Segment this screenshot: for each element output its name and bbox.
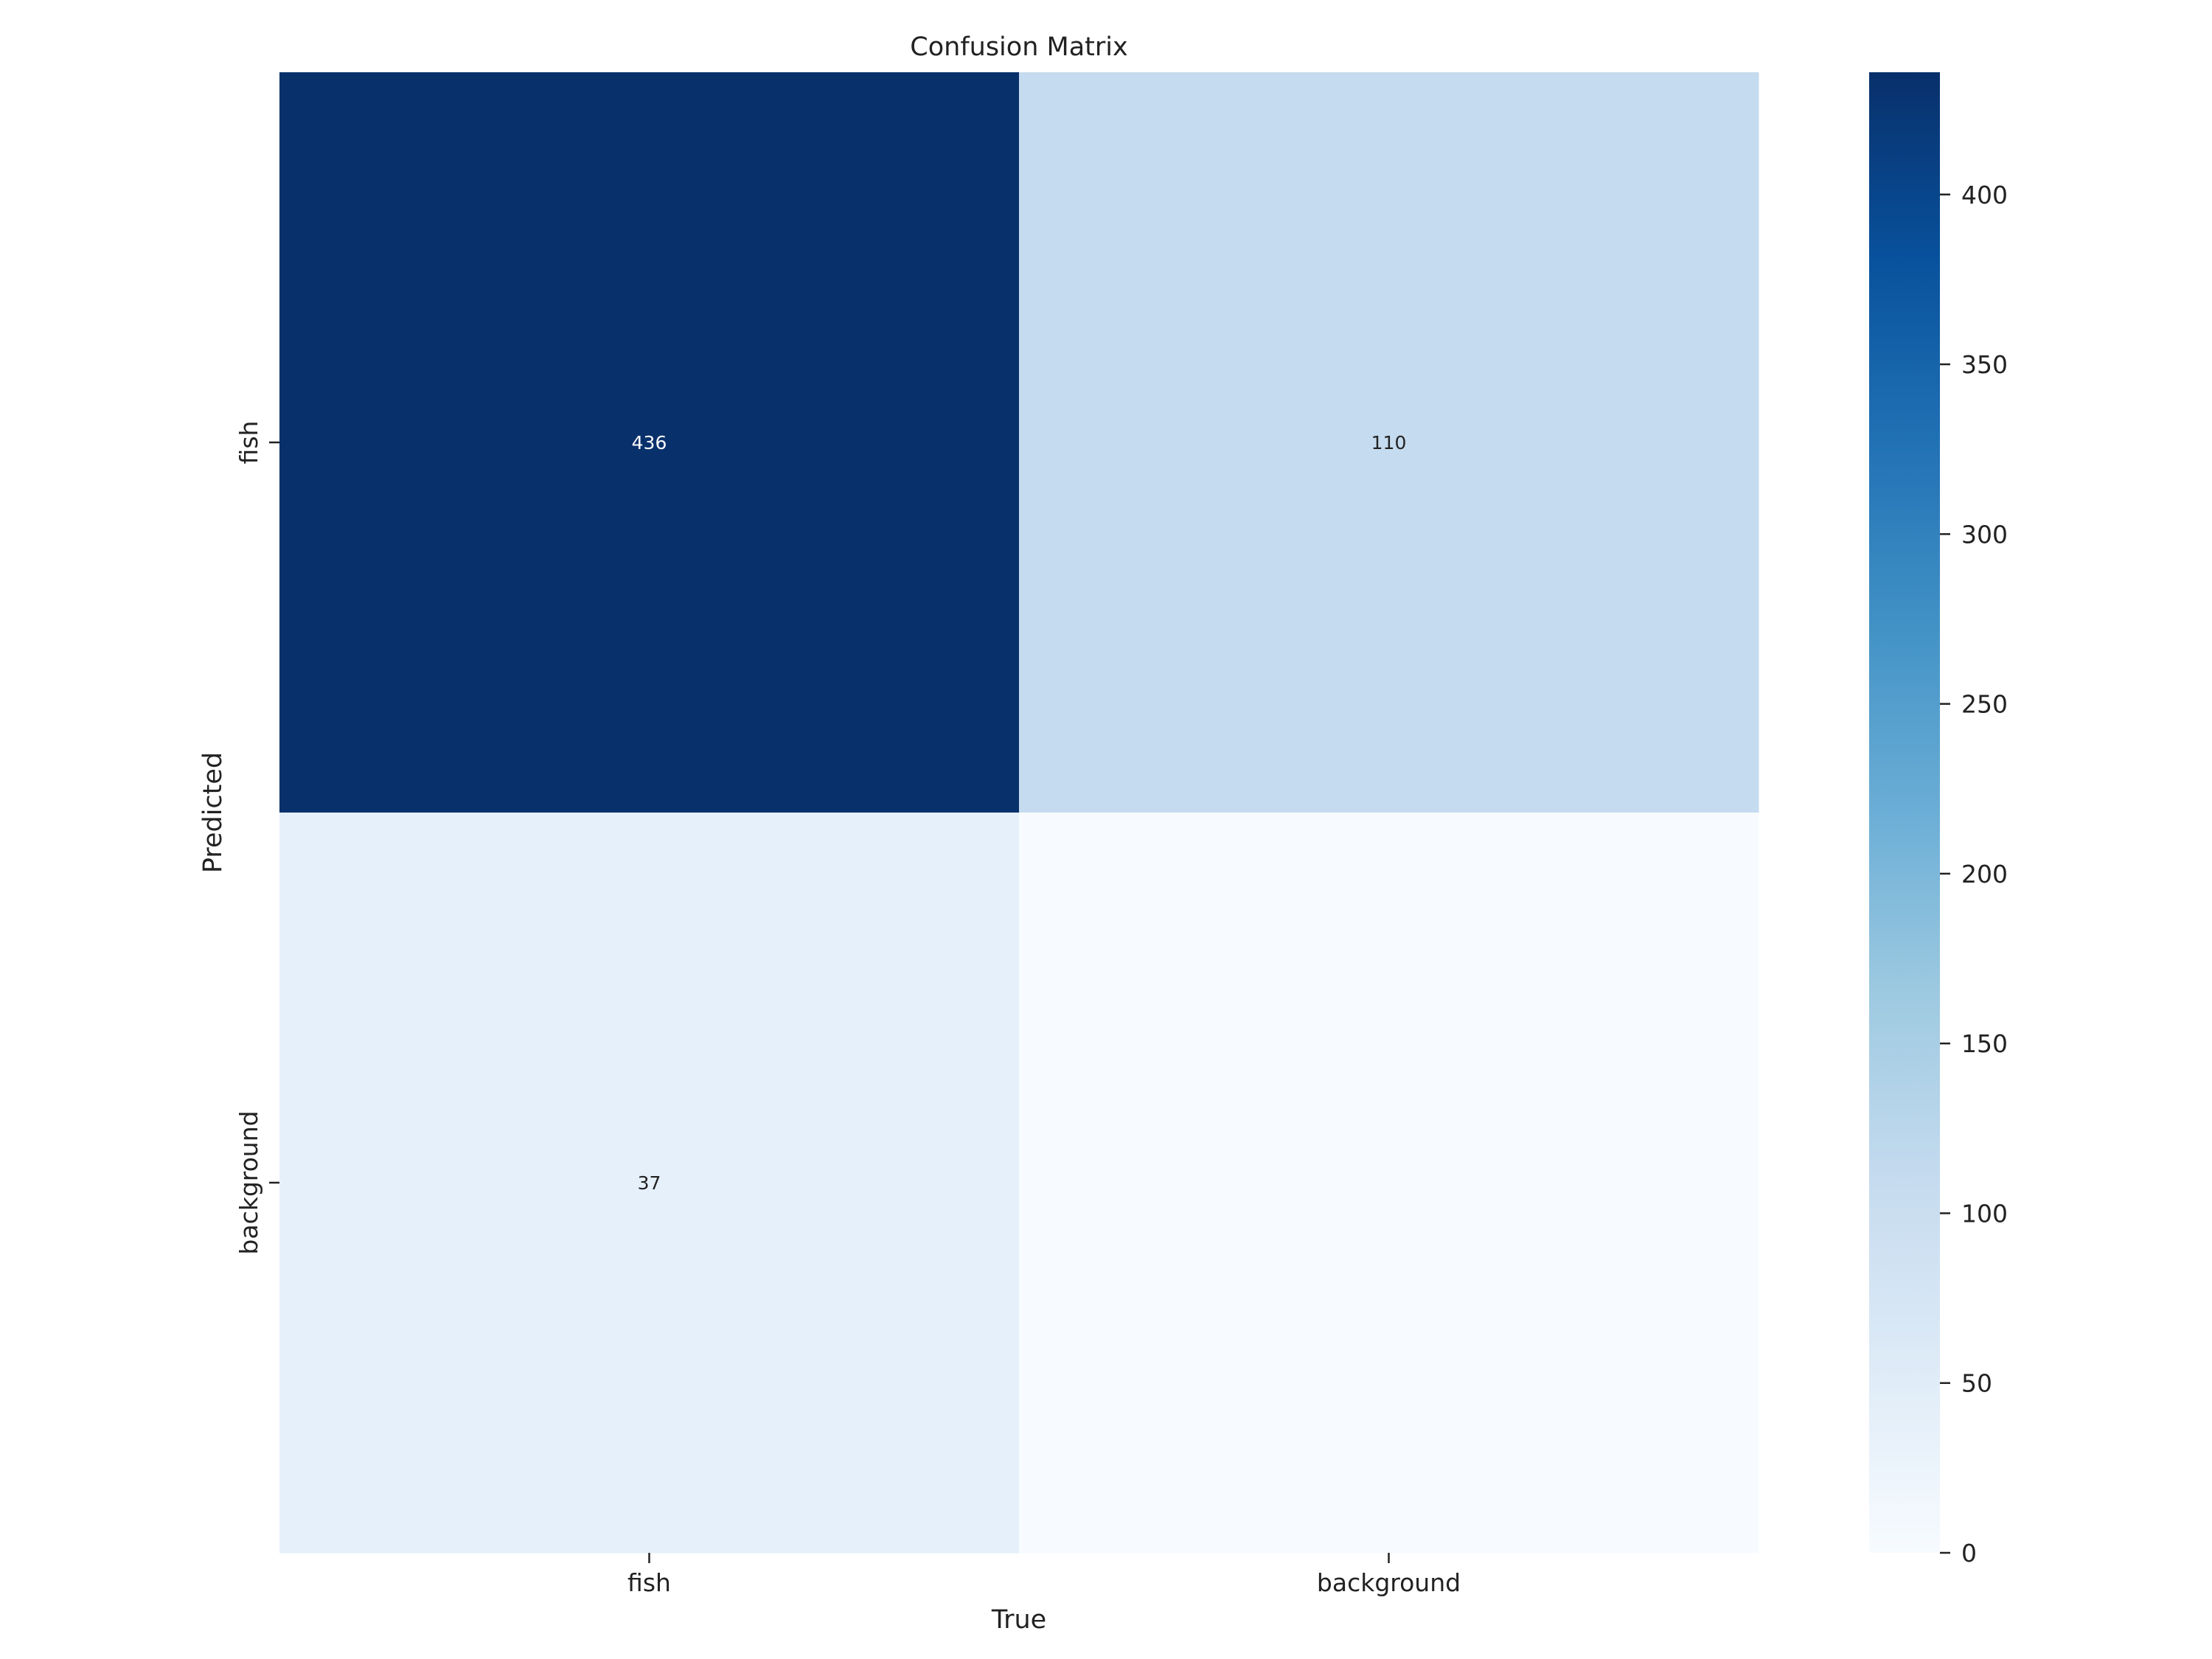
- colorbar-tick-label: 200: [1961, 860, 2008, 888]
- y-tick-label: fish: [234, 421, 263, 465]
- colorbar-tick-label: 350: [1961, 350, 2008, 379]
- x-axis-label: True: [991, 1605, 1046, 1635]
- heatmap-cell: [1019, 813, 1759, 1554]
- x-tick-label: fish: [627, 1568, 671, 1597]
- y-axis-label: Predicted: [198, 752, 228, 873]
- cell-annotation: 110: [1371, 432, 1407, 453]
- colorbar-tick-label: 400: [1961, 181, 2008, 209]
- colorbar-tick-label: 250: [1961, 690, 2008, 719]
- heatmap-cell: [279, 813, 1020, 1554]
- colorbar: [1869, 72, 1940, 1553]
- colorbar-tick-label: 300: [1961, 520, 2008, 549]
- heatmap-cell: [1019, 72, 1759, 813]
- x-tick-label: background: [1317, 1568, 1461, 1597]
- chart-title: Confusion Matrix: [910, 32, 1127, 62]
- y-tick-label: background: [234, 1110, 263, 1254]
- colorbar-tick-label: 50: [1961, 1369, 1992, 1398]
- cell-annotation: 436: [632, 432, 667, 453]
- colorbar-tick-label: 100: [1961, 1199, 2008, 1228]
- heatmap-cell: [279, 72, 1020, 813]
- colorbar-tick-label: 150: [1961, 1029, 2008, 1058]
- colorbar-tick-label: 0: [1961, 1539, 1977, 1568]
- cell-annotation: 37: [638, 1172, 661, 1194]
